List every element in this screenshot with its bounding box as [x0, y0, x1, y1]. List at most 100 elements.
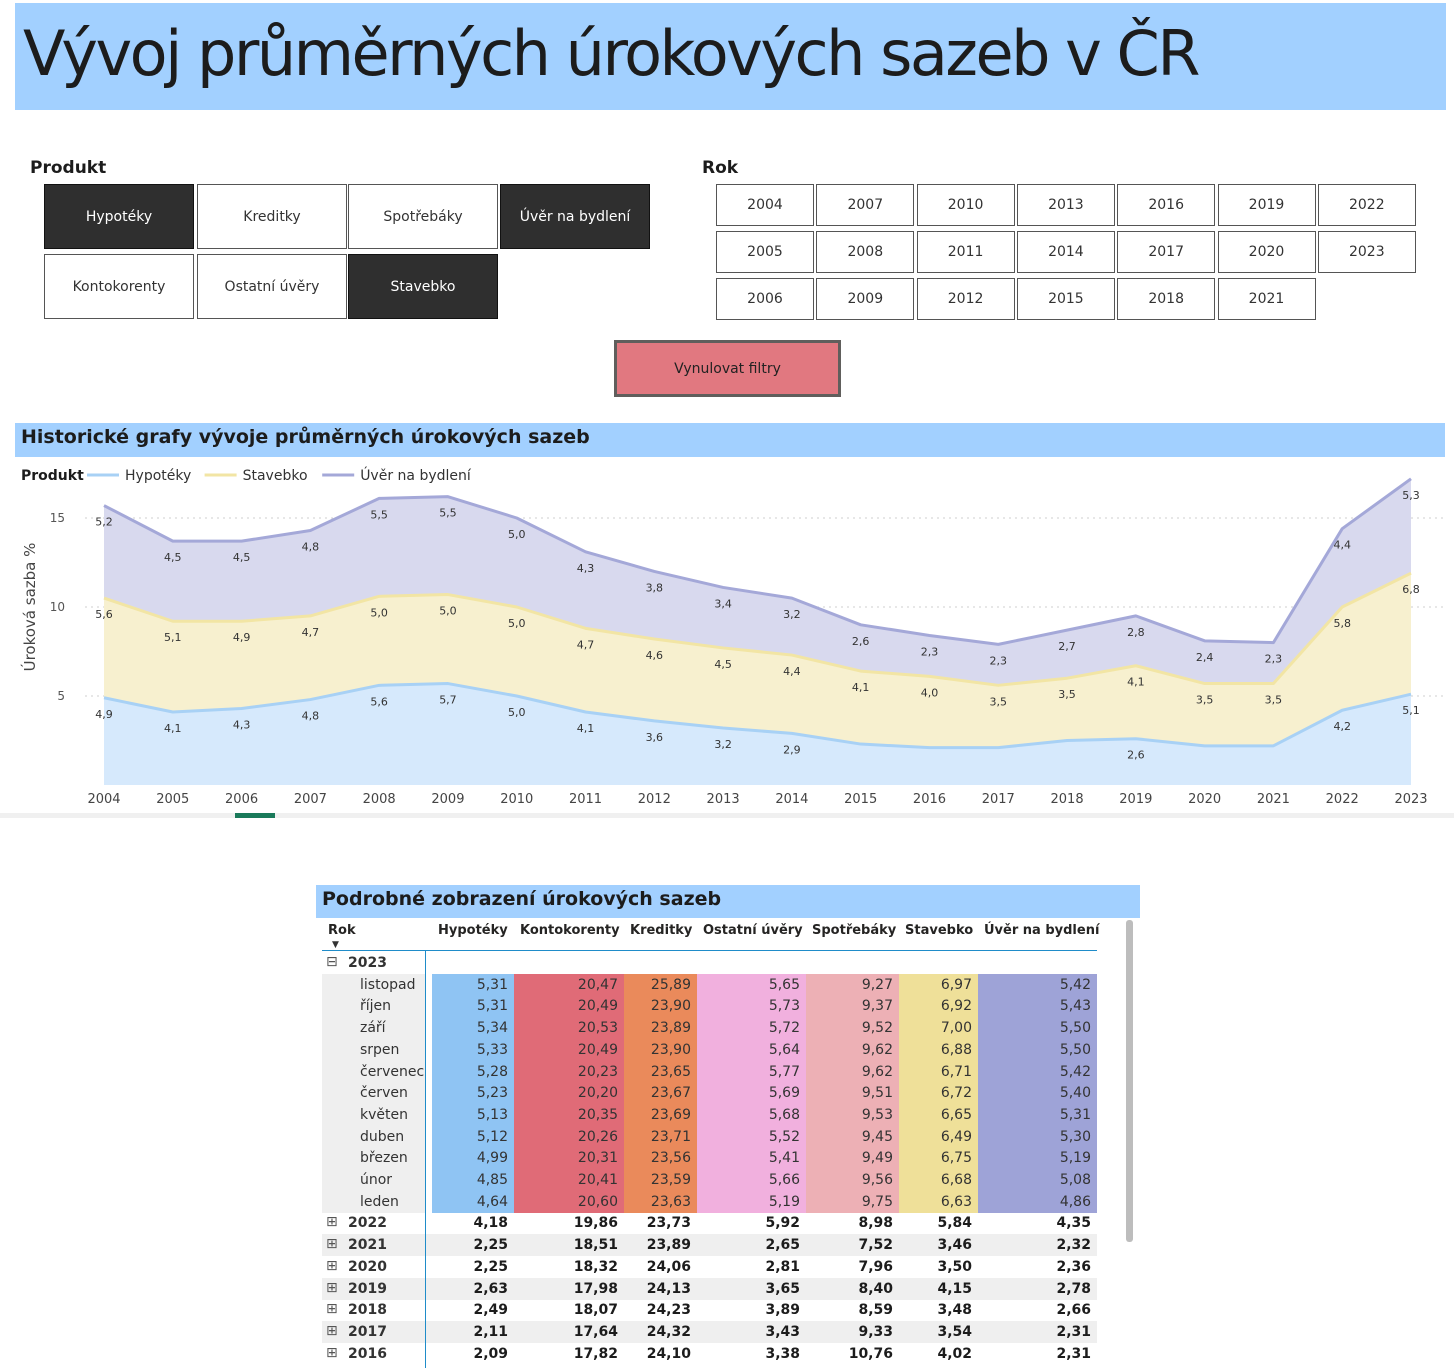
- rok-tile-2021[interactable]: 2021: [1217, 278, 1316, 320]
- legend-title: Produkt: [21, 468, 84, 484]
- expand-icon[interactable]: ⊞: [326, 1236, 338, 1253]
- rok-tile-2006[interactable]: 2006: [716, 278, 814, 320]
- rok-slicer-label: Rok: [702, 158, 739, 178]
- table-cell: 9,53: [806, 1103, 899, 1126]
- table-cell: 23,89: [646, 1237, 691, 1254]
- table-title: Podrobné zobrazení úrokových sazeb: [322, 888, 722, 910]
- produkt-tile-kreditky[interactable]: Kreditky: [197, 184, 347, 249]
- x-tick-label: 2019: [1119, 792, 1152, 807]
- table-cell: 2,36: [1056, 1258, 1091, 1275]
- collapse-icon[interactable]: ⊟: [326, 954, 338, 970]
- column-header-kreditky[interactable]: Kreditky: [630, 923, 693, 938]
- stacked-area-chart[interactable]: Produkt Hypotéky Stavebko Úvěr na bydlení 5 1…: [15, 460, 1445, 812]
- table-cell: 20,49: [514, 1038, 624, 1061]
- year-label: 2016: [348, 1345, 387, 1362]
- rok-tile-2004[interactable]: 2004: [716, 184, 814, 226]
- data-label-stavebko: 5,8: [1333, 617, 1351, 630]
- rok-tile-2005[interactable]: 2005: [716, 231, 814, 273]
- year-row-2022: ⊞ 2022 4,18 19,86 23,73 5,92 8,98 5,84 4,35: [322, 1212, 1097, 1234]
- x-tick-label: 2023: [1394, 792, 1427, 807]
- chart-scroll-thumb[interactable]: [235, 813, 275, 818]
- rok-tile-2009[interactable]: 2009: [816, 278, 915, 320]
- column-header-rok[interactable]: Rok: [328, 923, 356, 938]
- x-tick-label: 2006: [225, 792, 258, 807]
- column-header-spotrebaky[interactable]: Spotřebáky: [812, 923, 897, 938]
- rok-tile-2017[interactable]: 2017: [1117, 231, 1216, 273]
- data-label-stavebko: 4,6: [646, 649, 664, 662]
- matrix-table: Podrobné zobrazení úrokových sazeb Rok Hy…: [316, 885, 1140, 1368]
- table-cell: 2,49: [473, 1302, 508, 1319]
- x-tick-label: 2007: [294, 792, 327, 807]
- rok-tile-2007[interactable]: 2007: [816, 184, 915, 226]
- year-label: 2023: [348, 955, 387, 971]
- expand-icon[interactable]: ⊞: [326, 1301, 338, 1318]
- table-cell: 24,06: [646, 1258, 691, 1275]
- expand-icon[interactable]: ⊞: [326, 1214, 338, 1231]
- data-label-hypoteky: 4,2: [1333, 720, 1351, 733]
- data-label-uver-na-bydleni: 2,3: [1265, 653, 1283, 666]
- year-label: 2017: [348, 1323, 387, 1340]
- rok-tile-2019[interactable]: 2019: [1217, 184, 1316, 226]
- month-label: srpen: [322, 1038, 426, 1061]
- column-header-stavebko[interactable]: Stavebko: [905, 923, 974, 938]
- table-cell: 6,97: [899, 973, 978, 996]
- year-row-2018: ⊞ 2018 2,49 18,07 24,23 3,89 8,59 3,48 2,66: [322, 1299, 1097, 1321]
- year-label: 2019: [348, 1280, 387, 1297]
- column-header-kontokorenty[interactable]: Kontokorenty: [520, 923, 620, 938]
- produkt-tile-stavebko[interactable]: Stavebko: [348, 254, 498, 319]
- produkt-tile-uver-na-bydleni[interactable]: Úvěr na bydlení: [500, 184, 650, 249]
- y-tick-label: 5: [57, 689, 65, 703]
- table-cell: 2,65: [765, 1237, 800, 1254]
- data-label-uver-na-bydleni: 4,5: [164, 551, 182, 564]
- column-header-ostatni-uvery[interactable]: Ostatní úvěry: [703, 923, 803, 938]
- expand-icon[interactable]: ⊞: [326, 1279, 338, 1296]
- table-scrollbar[interactable]: [1126, 920, 1133, 1242]
- produkt-slicer-label: Produkt: [30, 158, 107, 178]
- rok-tile-2014[interactable]: 2014: [1016, 231, 1115, 273]
- rok-tile-2013[interactable]: 2013: [1016, 184, 1115, 226]
- column-header-uver-na-bydleni[interactable]: Úvěr na bydlení: [984, 923, 1100, 938]
- rok-tile-2012[interactable]: 2012: [916, 278, 1015, 320]
- table-cell: 7,96: [858, 1258, 893, 1275]
- produkt-tile-hypoteky[interactable]: Hypotéky: [44, 184, 194, 249]
- year-row-2017: ⊞ 2017 2,11 17,64 24,32 3,43 9,33 3,54 2,31: [322, 1320, 1097, 1343]
- data-label-uver-na-bydleni: 3,8: [646, 581, 664, 594]
- expand-icon[interactable]: ⊞: [326, 1257, 338, 1274]
- produkt-tile-kontokorenty[interactable]: Kontokorenty: [44, 254, 194, 319]
- month-row: září 5,34 20,53 23,89 5,72 9,52 7,00 5,50: [322, 1017, 1097, 1040]
- sort-desc-icon[interactable]: ▼: [332, 940, 339, 950]
- rok-tile-2008[interactable]: 2008: [816, 231, 915, 273]
- table-cell: 23,63: [624, 1190, 697, 1213]
- table-cell: 24,13: [646, 1280, 691, 1297]
- y-axis-label: Úroková sazba %: [20, 543, 39, 672]
- expand-icon[interactable]: ⊞: [326, 1344, 338, 1361]
- reset-filters-button[interactable]: Vynulovat filtry: [614, 340, 841, 397]
- table-cell: 2,31: [1056, 1323, 1091, 1340]
- chart-section-title: Historické grafy vývoje průměrných úroko…: [21, 426, 590, 448]
- year-label: 2018: [348, 1302, 387, 1319]
- rok-tile-2011[interactable]: 2011: [916, 231, 1015, 273]
- table-cell: 7,52: [858, 1237, 893, 1254]
- table-cell: 4,85: [432, 1169, 514, 1191]
- produkt-tile-ostatni-uvery[interactable]: Ostatní úvěry: [197, 254, 347, 319]
- expand-icon[interactable]: ⊞: [326, 1322, 338, 1339]
- data-label-stavebko: 4,0: [921, 686, 939, 699]
- rok-tile-2022[interactable]: 2022: [1317, 184, 1416, 226]
- table-cell: 6,88: [899, 1038, 978, 1061]
- data-label-stavebko: 5,6: [95, 608, 113, 621]
- table-cell: 20,53: [514, 1017, 624, 1040]
- rok-tile-2016[interactable]: 2016: [1117, 184, 1216, 226]
- table-cell: 2,11: [473, 1323, 508, 1340]
- data-label-hypoteky: 4,1: [577, 722, 595, 735]
- table-cell: 5,19: [697, 1190, 806, 1213]
- rok-tile-2010[interactable]: 2010: [916, 184, 1015, 226]
- data-label-hypoteky: 5,7: [439, 694, 457, 707]
- produkt-tile-spotrebaky[interactable]: Spotřebáky: [348, 184, 498, 249]
- rok-tile-2023[interactable]: 2023: [1317, 231, 1416, 273]
- rok-tile-2018[interactable]: 2018: [1117, 278, 1216, 320]
- chart-scrollbar[interactable]: [0, 813, 1454, 818]
- data-label-uver-na-bydleni: 5,0: [508, 528, 526, 541]
- rok-tile-2015[interactable]: 2015: [1016, 278, 1115, 320]
- rok-tile-2020[interactable]: 2020: [1217, 231, 1316, 273]
- column-header-hypoteky[interactable]: Hypotéky: [438, 923, 508, 938]
